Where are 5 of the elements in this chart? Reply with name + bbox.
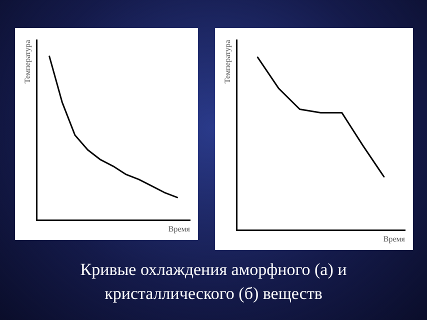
y-axis-title: Температура [22,40,32,84]
text: Кривые охлаждения аморфного (а) и кристаллического (б) веществ [79,259,348,305]
x-axis-title: Время [168,224,190,234]
y-axis-title: Температура [222,40,232,84]
x-axis-title: Время [383,234,406,244]
